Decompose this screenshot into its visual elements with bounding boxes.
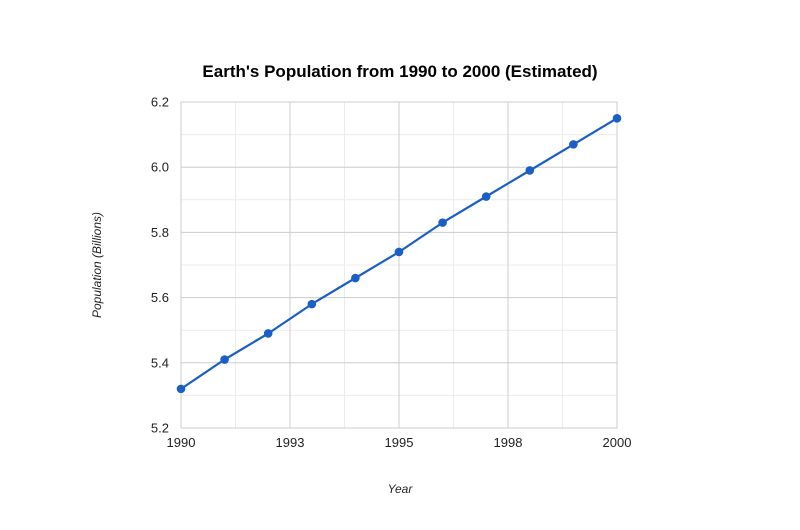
data-point (263, 329, 273, 338)
axis-ticks: 5.2 5.4 5.6 5.8 6.0 6.2 1990 1993 1995 1998 2000 (151, 95, 632, 451)
y-tick-label: 5.6 (151, 290, 169, 305)
series-group (176, 114, 622, 394)
y-tick-label: 5.2 (151, 421, 169, 436)
data-point (525, 166, 535, 175)
x-tick-label: 1990 (167, 435, 196, 450)
data-point (569, 140, 578, 149)
y-tick-label: 6.2 (151, 95, 169, 110)
data-point (438, 218, 447, 227)
data-point (351, 273, 360, 283)
y-tick-label: 5.4 (151, 355, 169, 370)
chart-title: Earth's Population from 1990 to 2000 (Es… (202, 62, 597, 81)
data-point (394, 247, 404, 257)
data-point (612, 114, 622, 123)
grid (180, 101, 618, 429)
y-tick-label: 6.0 (151, 160, 169, 175)
data-point (176, 384, 186, 394)
data-point (481, 192, 491, 201)
x-tick-label: 1995 (385, 435, 414, 450)
y-axis-title: Population (Billions) (90, 212, 104, 318)
data-point (307, 299, 317, 309)
data-point (220, 355, 229, 364)
x-tick-label: 1993 (276, 435, 305, 450)
plot-area (180, 101, 618, 429)
x-tick-label: 1998 (494, 435, 523, 450)
y-tick-label: 5.8 (151, 225, 169, 240)
x-axis-title: Year (388, 482, 414, 496)
x-tick-label: 2000 (603, 435, 632, 450)
